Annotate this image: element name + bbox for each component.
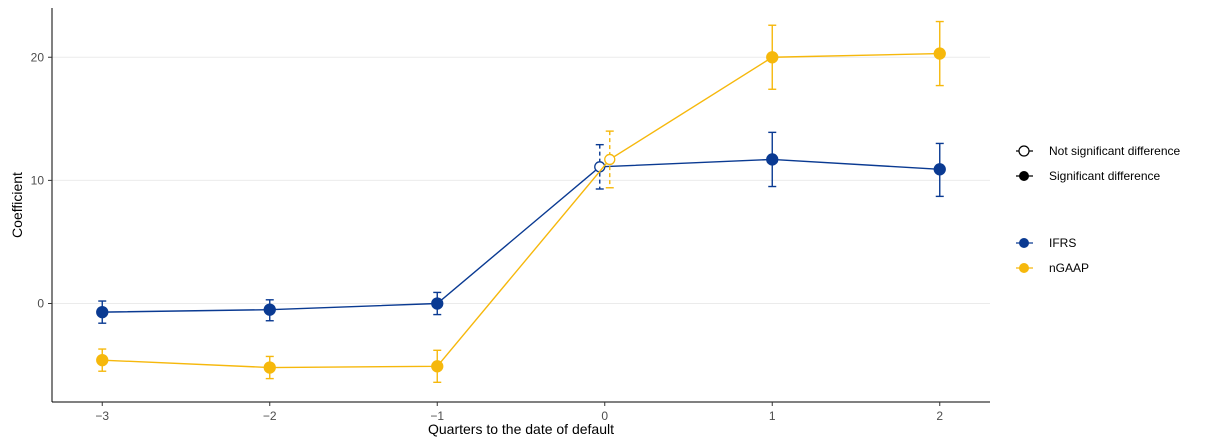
legend-label-ifrs: IFRS: [1049, 236, 1076, 250]
y-tick-label: 20: [31, 50, 45, 64]
filled-circle-marker: [1019, 171, 1029, 181]
data-point: [431, 297, 444, 310]
ngaap-marker: [1019, 263, 1029, 273]
series: [96, 20, 946, 383]
x-tick-label: 2: [936, 409, 943, 423]
data-point: [604, 153, 616, 166]
data-point: [766, 51, 779, 64]
series-ngaap: [96, 20, 946, 383]
data-point: [96, 353, 109, 367]
ifrs-marker: [1019, 238, 1029, 248]
data-point: [431, 360, 444, 373]
legend-label-not-significant: Not significant difference: [1049, 144, 1181, 158]
legend-item-ngaap: nGAAP: [1016, 261, 1089, 275]
data-point: [933, 47, 946, 60]
data-point: [96, 305, 109, 319]
x-tick-label: −3: [95, 409, 109, 423]
data-point: [766, 153, 779, 166]
legend-item-ifrs: IFRS: [1016, 236, 1076, 250]
y-ticks: 0 10 20: [31, 50, 52, 311]
open-circle-marker: [1018, 145, 1030, 157]
gridlines: [52, 56, 990, 304]
axes: [51, 8, 990, 403]
y-tick-label: 10: [31, 173, 45, 187]
x-tick-label: 0: [601, 409, 608, 423]
series-line-ngaap: [102, 52, 940, 369]
x-tick-label: −1: [430, 409, 444, 423]
series-ifrs: [96, 131, 946, 324]
x-ticks: −3 −2 −1 0 1 2: [95, 402, 943, 423]
x-tick-label: 1: [769, 409, 776, 423]
legend-label-significant: Significant difference: [1049, 169, 1161, 183]
data-point: [933, 163, 946, 176]
x-tick-label: −2: [263, 409, 277, 423]
y-tick-label: 0: [37, 297, 44, 311]
data-point: [263, 303, 276, 316]
x-axis-title: Quarters to the date of default: [428, 421, 614, 437]
legend-label-ngaap: nGAAP: [1049, 261, 1089, 275]
legend: Not significant difference Significant d…: [1016, 144, 1181, 275]
data-point: [263, 361, 276, 374]
legend-item-significant: Significant difference: [1016, 169, 1161, 183]
series-line-ifrs: [102, 158, 940, 313]
y-axis-title: Coefficient: [9, 172, 25, 238]
legend-item-not-significant: Not significant difference: [1016, 144, 1181, 158]
